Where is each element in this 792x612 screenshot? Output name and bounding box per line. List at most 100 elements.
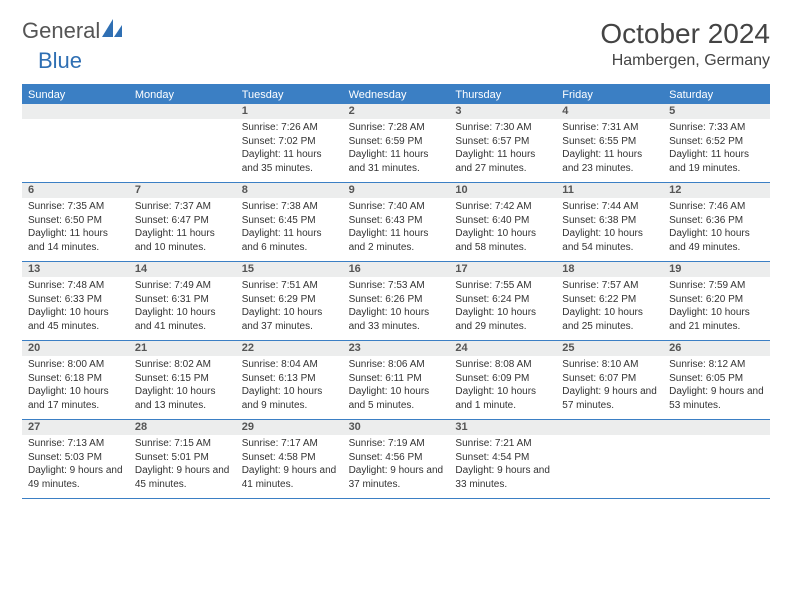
sunset-text: Sunset: 4:54 PM <box>455 451 550 465</box>
sunrise-text: Sunrise: 7:49 AM <box>135 279 230 293</box>
day-cell: 22Sunrise: 8:04 AMSunset: 6:13 PMDayligh… <box>236 341 343 419</box>
sunset-text: Sunset: 6:07 PM <box>562 372 657 386</box>
day-number: 7 <box>129 183 236 198</box>
sunrise-text: Sunrise: 7:30 AM <box>455 121 550 135</box>
sunrise-text: Sunrise: 7:31 AM <box>562 121 657 135</box>
sunset-text: Sunset: 6:22 PM <box>562 293 657 307</box>
day-cell: 4Sunrise: 7:31 AMSunset: 6:55 PMDaylight… <box>556 104 663 182</box>
location-label: Hambergen, Germany <box>600 52 770 70</box>
day-number: 26 <box>663 341 770 356</box>
page-header: General October 2024 Hambergen, Germany <box>22 18 770 70</box>
day-cell: 13Sunrise: 7:48 AMSunset: 6:33 PMDayligh… <box>22 262 129 340</box>
day-number: 23 <box>343 341 450 356</box>
day-cell: 10Sunrise: 7:42 AMSunset: 6:40 PMDayligh… <box>449 183 556 261</box>
day-details: Sunrise: 7:57 AMSunset: 6:22 PMDaylight:… <box>556 277 663 337</box>
sunrise-text: Sunrise: 7:19 AM <box>349 437 444 451</box>
sunset-text: Sunset: 6:52 PM <box>669 135 764 149</box>
sunset-text: Sunset: 6:09 PM <box>455 372 550 386</box>
day-cell: 17Sunrise: 7:55 AMSunset: 6:24 PMDayligh… <box>449 262 556 340</box>
day-number: 20 <box>22 341 129 356</box>
day-cell: 3Sunrise: 7:30 AMSunset: 6:57 PMDaylight… <box>449 104 556 182</box>
sunset-text: Sunset: 4:56 PM <box>349 451 444 465</box>
daylight-text: Daylight: 11 hours and 6 minutes. <box>242 227 337 254</box>
sunset-text: Sunset: 6:38 PM <box>562 214 657 228</box>
day-details: Sunrise: 8:08 AMSunset: 6:09 PMDaylight:… <box>449 356 556 416</box>
day-details: Sunrise: 7:37 AMSunset: 6:47 PMDaylight:… <box>129 198 236 258</box>
brand-name-1: General <box>22 18 100 44</box>
day-number <box>663 420 770 435</box>
sunset-text: Sunset: 6:45 PM <box>242 214 337 228</box>
day-cell: 27Sunrise: 7:13 AMSunset: 5:03 PMDayligh… <box>22 420 129 498</box>
day-cell: 29Sunrise: 7:17 AMSunset: 4:58 PMDayligh… <box>236 420 343 498</box>
sunrise-text: Sunrise: 7:46 AM <box>669 200 764 214</box>
sunrise-text: Sunrise: 7:44 AM <box>562 200 657 214</box>
day-cell: 5Sunrise: 7:33 AMSunset: 6:52 PMDaylight… <box>663 104 770 182</box>
day-cell: 18Sunrise: 7:57 AMSunset: 6:22 PMDayligh… <box>556 262 663 340</box>
daylight-text: Daylight: 10 hours and 9 minutes. <box>242 385 337 412</box>
dow-tue: Tuesday <box>236 86 343 104</box>
sunset-text: Sunset: 6:11 PM <box>349 372 444 386</box>
dow-thu: Thursday <box>449 86 556 104</box>
dow-sat: Saturday <box>663 86 770 104</box>
sunrise-text: Sunrise: 8:00 AM <box>28 358 123 372</box>
sunset-text: Sunset: 6:18 PM <box>28 372 123 386</box>
week-row: 27Sunrise: 7:13 AMSunset: 5:03 PMDayligh… <box>22 420 770 499</box>
daylight-text: Daylight: 10 hours and 33 minutes. <box>349 306 444 333</box>
day-cell: 8 Sunrise: 7:38 AMSunset: 6:45 PMDaylight… <box>236 183 343 261</box>
sunrise-text: Sunrise: 7:42 AM <box>455 200 550 214</box>
sunrise-text: Sunrise: 7:28 AM <box>349 121 444 135</box>
day-details: Sunrise: 7:26 AMSunset: 7:02 PMDaylight:… <box>236 119 343 179</box>
day-number: 1 <box>236 104 343 119</box>
sunrise-text: Sunrise: 7:51 AM <box>242 279 337 293</box>
day-details: Sunrise: 7:46 AMSunset: 6:36 PMDaylight:… <box>663 198 770 258</box>
day-cell: 24Sunrise: 8:08 AMSunset: 6:09 PMDayligh… <box>449 341 556 419</box>
sunset-text: Sunset: 6:33 PM <box>28 293 123 307</box>
daylight-text: Daylight: 11 hours and 19 minutes. <box>669 148 764 175</box>
sunrise-text: Sunrise: 7:15 AM <box>135 437 230 451</box>
daylight-text: Daylight: 10 hours and 41 minutes. <box>135 306 230 333</box>
sunset-text: Sunset: 6:15 PM <box>135 372 230 386</box>
day-number: 25 <box>556 341 663 356</box>
daylight-text: Daylight: 11 hours and 31 minutes. <box>349 148 444 175</box>
day-details: Sunrise: 8:04 AMSunset: 6:13 PMDaylight:… <box>236 356 343 416</box>
sunrise-text: Sunrise: 8:12 AM <box>669 358 764 372</box>
day-details: Sunrise: 7:48 AMSunset: 6:33 PMDaylight:… <box>22 277 129 337</box>
day-number: 31 <box>449 420 556 435</box>
day-number: 14 <box>129 262 236 277</box>
day-cell: 19Sunrise: 7:59 AMSunset: 6:20 PMDayligh… <box>663 262 770 340</box>
day-number: 8 <box>236 183 343 198</box>
dow-mon: Monday <box>129 86 236 104</box>
sunset-text: Sunset: 7:02 PM <box>242 135 337 149</box>
sunrise-text: Sunrise: 7:38 AM <box>242 200 337 214</box>
day-number: 13 <box>22 262 129 277</box>
daylight-text: Daylight: 10 hours and 58 minutes. <box>455 227 550 254</box>
day-cell: 11Sunrise: 7:44 AMSunset: 6:38 PMDayligh… <box>556 183 663 261</box>
sunrise-text: Sunrise: 7:35 AM <box>28 200 123 214</box>
daylight-text: Daylight: 10 hours and 1 minute. <box>455 385 550 412</box>
day-cell: 14Sunrise: 7:49 AMSunset: 6:31 PMDayligh… <box>129 262 236 340</box>
day-cell: 20 Sunrise: 8:00 AMSunset: 6:18 PMDayligh… <box>22 341 129 419</box>
day-cell: 21Sunrise: 8:02 AMSunset: 6:15 PMDayligh… <box>129 341 236 419</box>
day-number: 28 <box>129 420 236 435</box>
day-cell <box>129 104 236 182</box>
daylight-text: Daylight: 9 hours and 33 minutes. <box>455 464 550 491</box>
day-cell: 15Sunrise: 7:51 AMSunset: 6:29 PMDayligh… <box>236 262 343 340</box>
sunset-text: Sunset: 6:55 PM <box>562 135 657 149</box>
sunset-text: Sunset: 5:03 PM <box>28 451 123 465</box>
dow-wed: Wednesday <box>343 86 450 104</box>
sunset-text: Sunset: 6:26 PM <box>349 293 444 307</box>
daylight-text: Daylight: 9 hours and 45 minutes. <box>135 464 230 491</box>
daylight-text: Daylight: 10 hours and 21 minutes. <box>669 306 764 333</box>
daylight-text: Daylight: 11 hours and 10 minutes. <box>135 227 230 254</box>
dow-fri: Friday <box>556 86 663 104</box>
day-cell: 2Sunrise: 7:28 AMSunset: 6:59 PMDaylight… <box>343 104 450 182</box>
daylight-text: Daylight: 10 hours and 17 minutes. <box>28 385 123 412</box>
daylight-text: Daylight: 10 hours and 54 minutes. <box>562 227 657 254</box>
day-details: Sunrise: 7:40 AMSunset: 6:43 PMDaylight:… <box>343 198 450 258</box>
daylight-text: Daylight: 11 hours and 2 minutes. <box>349 227 444 254</box>
daylight-text: Daylight: 9 hours and 57 minutes. <box>562 385 657 412</box>
sunset-text: Sunset: 6:36 PM <box>669 214 764 228</box>
day-details: Sunrise: 7:35 AMSunset: 6:50 PMDaylight:… <box>22 198 129 258</box>
day-number: 18 <box>556 262 663 277</box>
daylight-text: Daylight: 11 hours and 23 minutes. <box>562 148 657 175</box>
